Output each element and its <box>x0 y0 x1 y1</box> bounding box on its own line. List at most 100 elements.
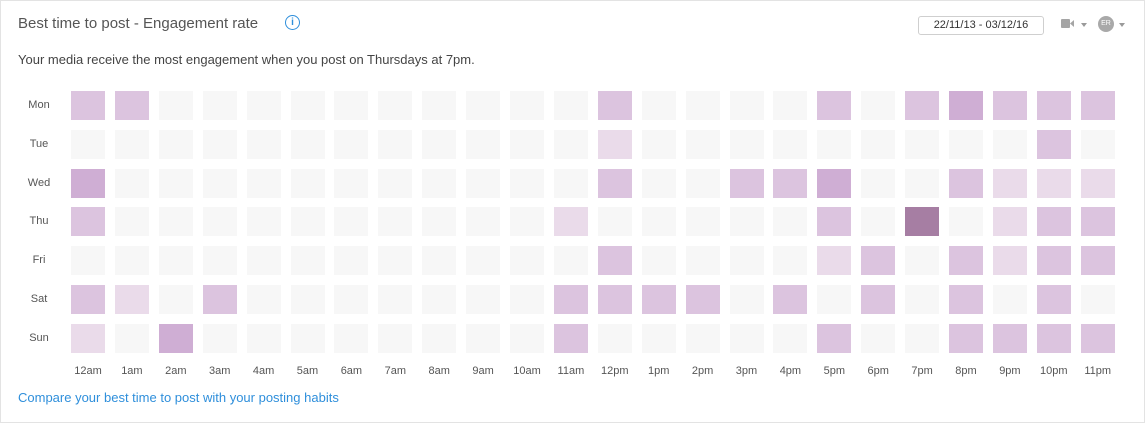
heatmap-cell-mon-11am[interactable] <box>553 91 588 120</box>
heatmap-cell-wed-1pm[interactable] <box>641 168 676 198</box>
heatmap-cell-wed-5pm[interactable] <box>817 168 852 198</box>
heatmap-cell-sun-3pm[interactable] <box>729 323 764 353</box>
heatmap-cell-fri-11pm[interactable] <box>1080 246 1115 275</box>
heatmap-cell-sat-6am[interactable] <box>334 284 369 314</box>
heatmap-cell-wed-6am[interactable] <box>334 168 369 198</box>
heatmap-cell-wed-5am[interactable] <box>290 168 325 198</box>
heatmap-cell-thu-10am[interactable] <box>510 207 544 237</box>
heatmap-cell-mon-5am[interactable] <box>290 91 325 120</box>
heatmap-cell-sun-2am[interactable] <box>158 323 193 353</box>
heatmap-cell-mon-4pm[interactable] <box>773 91 808 120</box>
heatmap-cell-wed-9am[interactable] <box>466 168 501 198</box>
heatmap-cell-sun-4pm[interactable] <box>773 323 808 353</box>
heatmap-cell-thu-7am[interactable] <box>378 207 413 237</box>
heatmap-cell-sun-7am[interactable] <box>378 323 413 353</box>
heatmap-cell-thu-4am[interactable] <box>246 207 281 237</box>
heatmap-cell-wed-11am[interactable] <box>553 168 588 198</box>
heatmap-cell-sat-9pm[interactable] <box>992 284 1027 314</box>
heatmap-cell-mon-8pm[interactable] <box>949 91 983 120</box>
heatmap-cell-tue-3pm[interactable] <box>729 129 764 159</box>
heatmap-cell-sun-9am[interactable] <box>466 323 501 353</box>
heatmap-cell-sat-1pm[interactable] <box>641 284 676 314</box>
heatmap-cell-fri-11am[interactable] <box>553 246 588 275</box>
heatmap-cell-thu-2am[interactable] <box>158 207 193 237</box>
chevron-down-icon[interactable] <box>1081 23 1087 27</box>
heatmap-cell-thu-12am[interactable] <box>71 207 105 237</box>
heatmap-cell-wed-10pm[interactable] <box>1036 168 1071 198</box>
heatmap-cell-thu-6pm[interactable] <box>861 207 896 237</box>
heatmap-cell-sat-10pm[interactable] <box>1036 284 1071 314</box>
info-icon[interactable]: i <box>285 15 300 30</box>
heatmap-cell-wed-1am[interactable] <box>114 168 149 198</box>
heatmap-cell-fri-9pm[interactable] <box>992 246 1027 275</box>
heatmap-cell-tue-12pm[interactable] <box>597 129 632 159</box>
heatmap-cell-sat-2pm[interactable] <box>685 284 720 314</box>
heatmap-cell-mon-10am[interactable] <box>510 91 544 120</box>
heatmap-cell-mon-3am[interactable] <box>202 91 237 120</box>
heatmap-cell-fri-12am[interactable] <box>71 246 105 275</box>
heatmap-cell-tue-7pm[interactable] <box>905 129 940 159</box>
heatmap-cell-thu-5pm[interactable] <box>817 207 852 237</box>
heatmap-cell-sun-3am[interactable] <box>202 323 237 353</box>
heatmap-cell-tue-9pm[interactable] <box>992 129 1027 159</box>
heatmap-cell-thu-11pm[interactable] <box>1080 207 1115 237</box>
heatmap-cell-sat-10am[interactable] <box>510 284 544 314</box>
heatmap-cell-tue-5pm[interactable] <box>817 129 852 159</box>
video-camera-icon[interactable] <box>1061 18 1074 29</box>
heatmap-cell-thu-8pm[interactable] <box>949 207 983 237</box>
heatmap-cell-fri-6pm[interactable] <box>861 246 896 275</box>
heatmap-cell-fri-9am[interactable] <box>466 246 501 275</box>
heatmap-cell-sat-7pm[interactable] <box>905 284 940 314</box>
heatmap-cell-sun-12pm[interactable] <box>597 323 632 353</box>
heatmap-cell-fri-10pm[interactable] <box>1036 246 1071 275</box>
heatmap-cell-sat-5am[interactable] <box>290 284 325 314</box>
heatmap-cell-thu-10pm[interactable] <box>1036 207 1071 237</box>
heatmap-cell-tue-8am[interactable] <box>422 129 457 159</box>
heatmap-cell-tue-10pm[interactable] <box>1036 129 1071 159</box>
heatmap-cell-wed-2am[interactable] <box>158 168 193 198</box>
heatmap-cell-sun-6pm[interactable] <box>861 323 896 353</box>
heatmap-cell-mon-7pm[interactable] <box>905 91 940 120</box>
heatmap-cell-fri-12pm[interactable] <box>597 246 632 275</box>
heatmap-cell-sat-6pm[interactable] <box>861 284 896 314</box>
heatmap-cell-wed-4am[interactable] <box>246 168 281 198</box>
heatmap-cell-fri-3am[interactable] <box>202 246 237 275</box>
heatmap-cell-wed-6pm[interactable] <box>861 168 896 198</box>
heatmap-cell-wed-4pm[interactable] <box>773 168 808 198</box>
heatmap-cell-wed-8pm[interactable] <box>949 168 983 198</box>
heatmap-cell-thu-1pm[interactable] <box>641 207 676 237</box>
heatmap-cell-wed-12am[interactable] <box>71 168 105 198</box>
heatmap-cell-mon-12pm[interactable] <box>597 91 632 120</box>
heatmap-cell-fri-10am[interactable] <box>510 246 544 275</box>
heatmap-cell-thu-9pm[interactable] <box>992 207 1027 237</box>
heatmap-cell-thu-4pm[interactable] <box>773 207 808 237</box>
heatmap-cell-tue-7am[interactable] <box>378 129 413 159</box>
heatmap-cell-mon-2am[interactable] <box>158 91 193 120</box>
heatmap-cell-tue-6pm[interactable] <box>861 129 896 159</box>
heatmap-cell-fri-2pm[interactable] <box>685 246 720 275</box>
heatmap-cell-mon-1pm[interactable] <box>641 91 676 120</box>
heatmap-cell-sun-11am[interactable] <box>553 323 588 353</box>
heatmap-cell-mon-9am[interactable] <box>466 91 501 120</box>
heatmap-cell-sun-8am[interactable] <box>422 323 457 353</box>
heatmap-cell-thu-6am[interactable] <box>334 207 369 237</box>
heatmap-cell-mon-7am[interactable] <box>378 91 413 120</box>
heatmap-cell-sun-8pm[interactable] <box>949 323 983 353</box>
heatmap-cell-mon-11pm[interactable] <box>1080 91 1115 120</box>
heatmap-cell-wed-11pm[interactable] <box>1080 168 1115 198</box>
heatmap-cell-tue-11am[interactable] <box>553 129 588 159</box>
heatmap-cell-sat-3am[interactable] <box>202 284 237 314</box>
heatmap-cell-fri-6am[interactable] <box>334 246 369 275</box>
heatmap-cell-fri-7am[interactable] <box>378 246 413 275</box>
heatmap-cell-sun-5pm[interactable] <box>817 323 852 353</box>
heatmap-cell-wed-3pm[interactable] <box>729 168 764 198</box>
heatmap-cell-fri-8pm[interactable] <box>949 246 983 275</box>
heatmap-cell-mon-5pm[interactable] <box>817 91 852 120</box>
heatmap-cell-mon-8am[interactable] <box>422 91 457 120</box>
heatmap-cell-tue-6am[interactable] <box>334 129 369 159</box>
heatmap-cell-sun-10pm[interactable] <box>1036 323 1071 353</box>
heatmap-cell-sun-1pm[interactable] <box>641 323 676 353</box>
avatar[interactable]: ER <box>1098 16 1114 32</box>
heatmap-cell-mon-10pm[interactable] <box>1036 91 1071 120</box>
heatmap-cell-wed-7am[interactable] <box>378 168 413 198</box>
